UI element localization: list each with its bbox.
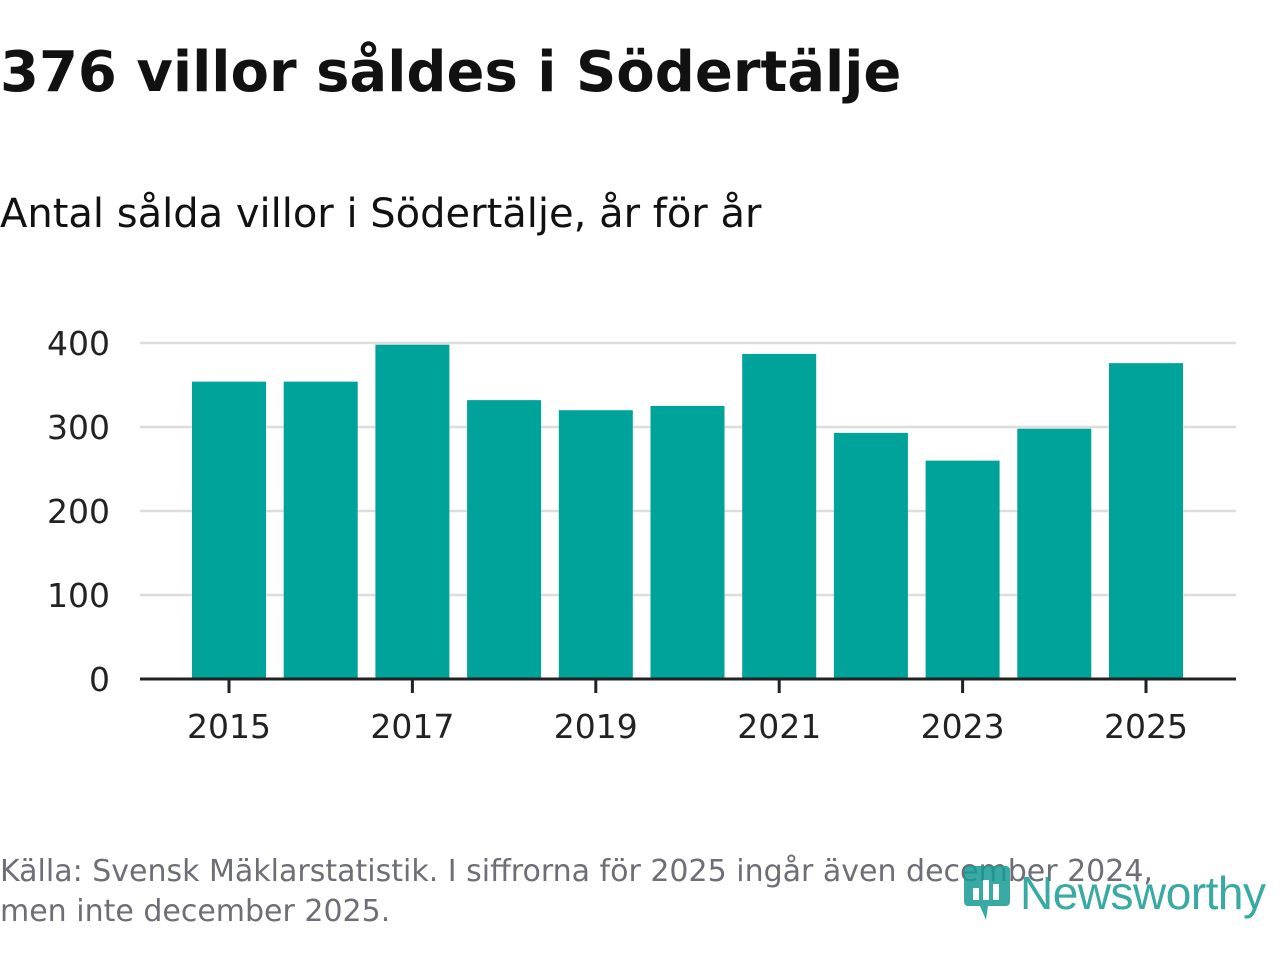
- bar-2022: [833, 432, 908, 679]
- source-note: Källa: Svensk Mäklarstatistik. I siffror…: [0, 852, 1230, 932]
- bar-2025: [1109, 363, 1183, 679]
- y-tick-label-300: 300: [47, 408, 110, 447]
- newsworthy-logo-icon: [964, 866, 1010, 920]
- source-note-line-2: men inte december 2025.: [0, 894, 391, 929]
- source-note-line-1: Källa: Svensk Mäklarstatistik. I siffror…: [0, 854, 1153, 889]
- chart-subtitle: Antal sålda villor i Södertälje, år för …: [0, 191, 762, 237]
- x-tick-label-2015: 2015: [187, 707, 271, 746]
- x-tick-label-2017: 2017: [370, 707, 454, 746]
- y-tick-label-400: 400: [47, 324, 110, 363]
- bar-2021: [742, 353, 817, 679]
- bar-2016: [283, 381, 358, 679]
- bar-2020: [650, 406, 725, 679]
- x-tick-label-2019: 2019: [554, 707, 638, 746]
- bars: [192, 344, 1183, 679]
- chart-title: 376 villor såldes i Södertälje: [0, 40, 902, 105]
- bar-2015: [192, 381, 266, 679]
- newsworthy-logo-text: Newsworthy: [1020, 867, 1266, 919]
- y-tick-label-200: 200: [47, 492, 110, 531]
- y-tick-label-100: 100: [47, 576, 110, 615]
- bar-2024: [1017, 428, 1092, 679]
- bar-2019: [558, 410, 633, 679]
- x-tick-label-2023: 2023: [921, 707, 1005, 746]
- x-tick-label-2021: 2021: [737, 707, 821, 746]
- bar-2017: [375, 344, 450, 679]
- newsworthy-logo: Newsworthy: [962, 862, 1266, 924]
- y-axis-tick-labels: 0 100 200 300 400: [47, 324, 110, 699]
- x-tick-label-2025: 2025: [1104, 707, 1188, 746]
- bar-2018: [467, 400, 542, 679]
- bar-2023: [925, 460, 1000, 679]
- x-axis-ticks: 2015 2017 2019 2021 2023 2025: [187, 679, 1188, 746]
- y-tick-label-0: 0: [89, 660, 110, 699]
